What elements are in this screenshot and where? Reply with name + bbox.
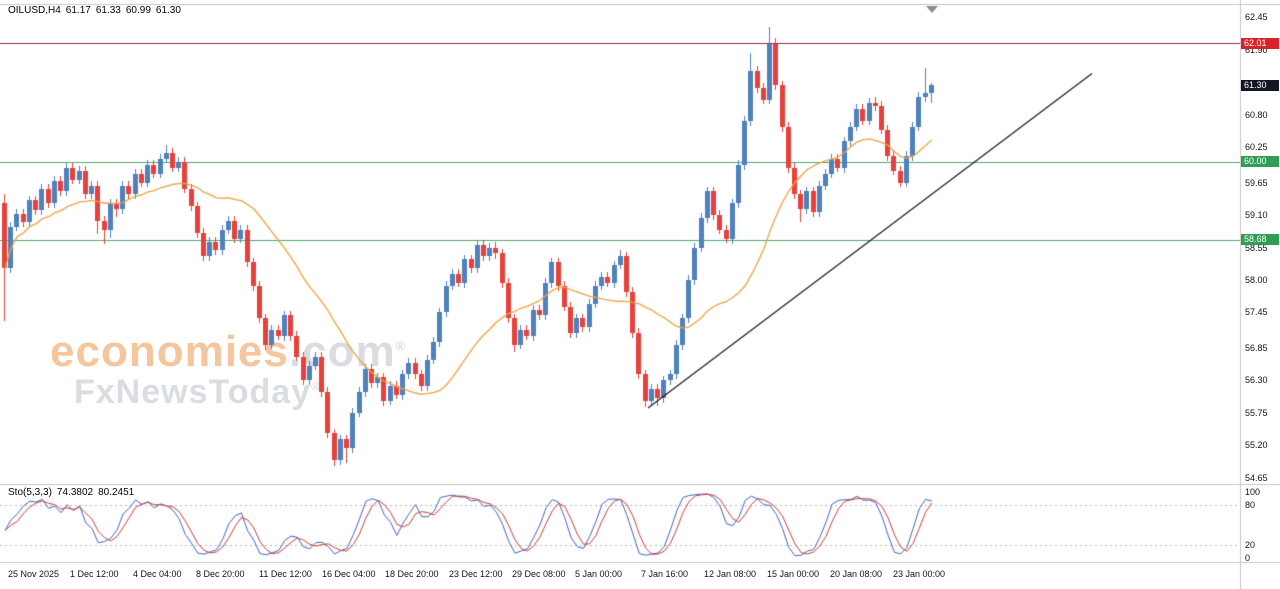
indicator-label: Sto(5,3,3) 74.3802 80.2451	[8, 487, 139, 498]
time-tick-label: 1 Dec 12:00	[70, 569, 119, 579]
chart-title: OILUSD,H4 61.17 61.33 60.99 61.30	[8, 5, 186, 16]
ohlc-high: 61.33	[95, 5, 121, 16]
time-tick-label: 23 Dec 12:00	[449, 569, 503, 579]
time-tick-label: 8 Dec 20:00	[196, 569, 245, 579]
price-tick-label: 60.80	[1245, 109, 1268, 120]
time-tick-label: 11 Dec 12:00	[259, 569, 312, 579]
price-tick-label: 62.45	[1245, 12, 1268, 23]
ohlc-close: 61.30	[155, 5, 181, 16]
indicator-axis-label: 0	[1245, 553, 1251, 563]
price-tick-label: 55.20	[1245, 440, 1268, 451]
time-tick-label: 23 Jan 00:00	[893, 569, 946, 579]
time-axis[interactable]: 25 Nov 2025 1 Dec 12:00 4 Dec 04:00 8 Dec 2…	[0, 564, 1240, 589]
symbol-period-label: OILUSD,H4	[8, 5, 61, 16]
price-line-label: 62.01	[1241, 38, 1279, 49]
price-line-label: 58.68	[1241, 234, 1279, 245]
price-tick-label: 56.30	[1245, 375, 1268, 386]
indicator-name: Sto(5,3,3)	[8, 487, 52, 498]
indicator-signal-value: 80.2451	[98, 487, 135, 498]
price-tick-label: 59.65	[1245, 177, 1268, 188]
indicator-main-value: 74.3802	[56, 487, 94, 498]
time-tick-label: 5 Jan 00:00	[575, 569, 623, 579]
price-tick-label: 54.65	[1245, 472, 1268, 483]
time-tick-label: 29 Dec 08:00	[512, 569, 566, 579]
price-tick-label: 57.45	[1245, 307, 1268, 318]
price-tick-label: 61.90	[1245, 44, 1268, 55]
indicator-axis-label: 100	[1245, 487, 1261, 497]
time-tick-label: 12 Jan 08:00	[704, 569, 757, 579]
indicator-axis-label: 80	[1245, 500, 1256, 511]
price-tick-label: 60.25	[1245, 142, 1268, 153]
time-tick-label: 25 Nov 2025	[8, 569, 60, 579]
time-tick-label: 20 Jan 08:00	[830, 569, 883, 579]
time-tick-label: 7 Jan 16:00	[641, 569, 689, 579]
price-line-label: 60.00	[1241, 156, 1279, 167]
ohlc-open: 61.17	[65, 5, 91, 16]
price-tick-label: 58.55	[1245, 242, 1268, 253]
time-tick-label: 4 Dec 04:00	[133, 569, 182, 579]
indicator-axis-label: 20	[1245, 539, 1256, 550]
price-tick-label: 55.75	[1245, 407, 1268, 418]
price-tick-label: 56.85	[1245, 342, 1268, 353]
price-tick-label: 59.10	[1245, 210, 1268, 221]
ohlc-low: 60.99	[125, 5, 151, 16]
time-tick-label: 18 Dec 20:00	[385, 569, 439, 579]
price-axis[interactable]: 62.45 61.90 60.80 60.25 59.65 59.10 58.55 58.00…	[1241, 0, 1280, 589]
time-tick-label: 16 Dec 04:00	[322, 569, 376, 579]
current-price-label: 61.30	[1241, 80, 1279, 91]
price-tick-label: 58.00	[1245, 274, 1268, 285]
time-tick-label: 15 Jan 00:00	[767, 569, 820, 579]
